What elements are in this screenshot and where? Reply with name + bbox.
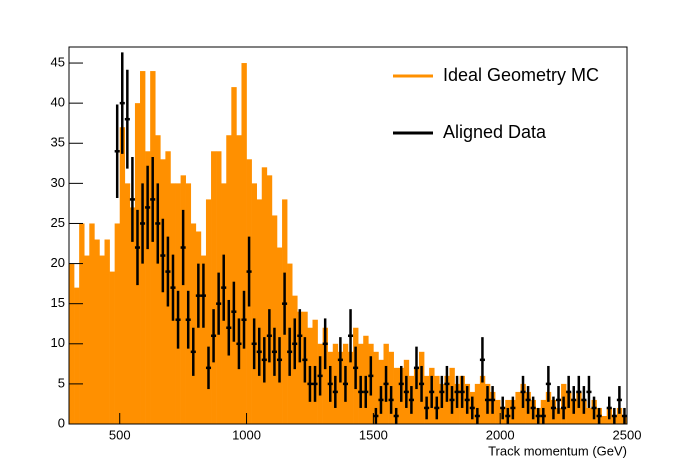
legend-label: Aligned Data <box>443 122 547 142</box>
histogram-bar <box>114 223 121 424</box>
histogram-bar <box>515 391 521 424</box>
histogram-bar <box>124 183 131 424</box>
y-tick-label: 25 <box>51 215 65 230</box>
x-tick-label: 1500 <box>359 427 388 442</box>
histogram-bar <box>495 399 501 424</box>
histogram-bar <box>348 351 354 424</box>
histogram-bar <box>479 375 486 424</box>
histogram-bar <box>555 407 562 424</box>
histogram-bar <box>586 407 592 424</box>
y-tick-label: 15 <box>51 295 65 310</box>
histogram-bar <box>84 255 90 424</box>
x-axis-label: Track momentum (GeV) <box>488 443 627 458</box>
y-tick-label: 35 <box>51 135 65 150</box>
histogram-bar <box>322 327 329 424</box>
histogram-bar <box>601 415 608 424</box>
x-tick-label: 500 <box>109 427 131 442</box>
histogram-bar <box>251 183 257 424</box>
x-tick-label: 2500 <box>613 427 642 442</box>
histogram-bar <box>155 135 161 424</box>
y-tick-label: 10 <box>51 335 65 350</box>
y-tick-label: 40 <box>51 95 65 110</box>
histogram-bar <box>261 167 268 424</box>
histogram-bar <box>150 71 156 424</box>
histogram-bar <box>297 311 303 424</box>
histogram-bar <box>226 135 232 424</box>
histogram-bar <box>373 351 379 424</box>
y-tick-label: 5 <box>58 375 65 390</box>
histogram-bar <box>276 247 283 424</box>
histogram-bar <box>74 287 80 424</box>
histogram-bar <box>89 223 95 424</box>
histogram-bar <box>200 255 207 424</box>
histogram-bar <box>393 367 400 424</box>
legend-label: Ideal Geometry MC <box>443 65 599 85</box>
histogram-bar <box>236 135 242 424</box>
y-tick-label: 30 <box>51 175 65 190</box>
y-tick-label: 45 <box>51 54 65 69</box>
histogram-bar <box>94 239 100 424</box>
histogram-bar <box>205 199 212 424</box>
x-tick-label: 2000 <box>486 427 515 442</box>
histogram-bar <box>180 175 186 424</box>
y-tick-label: 0 <box>58 415 65 430</box>
histogram-bar <box>266 175 273 424</box>
histogram-bar <box>79 223 85 424</box>
histogram-bar <box>211 151 217 424</box>
histogram-bar <box>129 207 136 424</box>
histogram-bar <box>99 255 105 424</box>
histogram-bar <box>190 223 197 424</box>
histogram-bar <box>337 351 344 424</box>
histogram-bar <box>109 271 115 424</box>
y-tick-label: 20 <box>51 255 65 270</box>
histogram-bar <box>104 239 110 424</box>
histogram-bar <box>119 127 126 424</box>
histogram-bar <box>413 367 420 424</box>
histogram-bar <box>241 63 247 425</box>
frame <box>68 46 628 425</box>
histogram-bar <box>616 407 623 424</box>
histogram-bar <box>474 383 481 424</box>
histogram-bar <box>231 87 237 424</box>
x-tick-label: 1000 <box>232 427 261 442</box>
histogram-bar <box>271 215 278 424</box>
histogram-bar <box>145 151 151 424</box>
histogram-bar <box>545 391 552 424</box>
histogram-bar <box>256 199 263 424</box>
